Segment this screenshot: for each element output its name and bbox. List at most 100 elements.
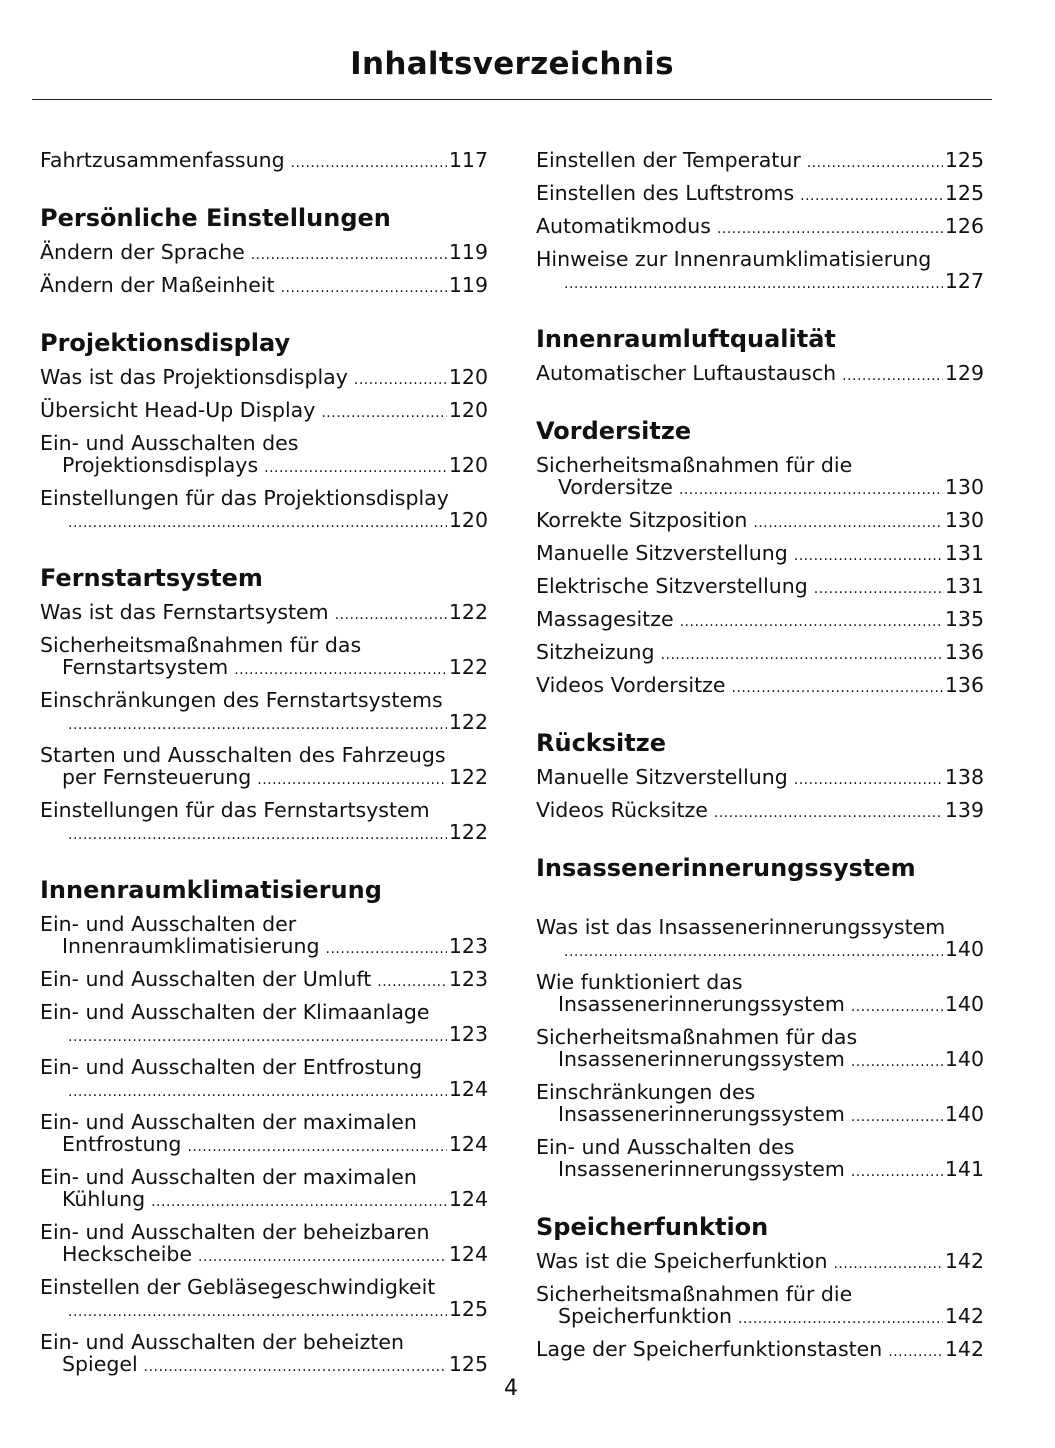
entry-page-number: 123 <box>448 934 488 958</box>
toc-entry[interactable]: Videos Vordersitze 136 <box>536 670 984 703</box>
dot-leader <box>564 273 943 295</box>
entry-title-line: Ein- und Ausschalten des <box>536 1135 795 1159</box>
entry-leader-line: Insassenerinnerungssystem 141 <box>536 1158 984 1183</box>
toc-entry[interactable]: Ein- und Ausschalten der Entfrostung 124 <box>40 1052 488 1107</box>
entry-leader-line: Ein- und Ausschalten der Umluft 123 <box>40 968 488 993</box>
dot-leader <box>68 1081 447 1103</box>
toc-entry[interactable]: Übersicht Head-Up Display 120 <box>40 395 488 428</box>
entry-leader-line: Was ist das Projektionsdisplay 120 <box>40 366 488 391</box>
dot-leader <box>661 644 943 666</box>
toc-entry[interactable]: Ändern der Sprache 119 <box>40 237 488 270</box>
toc-entry[interactable]: Ein- und Ausschalten der Klimaanlage 123 <box>40 997 488 1052</box>
toc-entry[interactable]: Was ist das Insassenerinnerungssystem140 <box>536 912 984 967</box>
page-number: 4 <box>504 1376 518 1401</box>
entry-page-number: 135 <box>944 607 984 631</box>
entry-leader-line: Sitzheizung 136 <box>536 641 984 666</box>
entry-title-line: Entfrostung <box>62 1132 182 1156</box>
dot-leader <box>807 152 943 174</box>
toc-entry[interactable]: Videos Rücksitze 139 <box>536 795 984 828</box>
entry-page-number: 141 <box>944 1157 984 1181</box>
toc-entry[interactable]: Ein- und Ausschalten des Insassenerinneru… <box>536 1132 984 1187</box>
toc-entry[interactable]: Ändern der Maßeinheit 119 <box>40 270 488 303</box>
dot-leader <box>234 659 447 681</box>
entry-leader-line: Entfrostung 124 <box>40 1133 488 1158</box>
toc-entry[interactable]: Sitzheizung 136 <box>536 637 984 670</box>
entry-page-number: 140 <box>944 937 984 961</box>
toc-entry[interactable]: Einstellen der Gebläsegeschwindigkeit 125 <box>40 1272 488 1327</box>
entry-page-number: 120 <box>448 365 488 389</box>
dot-leader <box>851 1161 943 1183</box>
entry-leader-line: 140 <box>536 938 984 963</box>
toc-entry[interactable]: Ein- und Ausschalten der Umluft 123 <box>40 964 488 997</box>
toc-entry[interactable]: Was ist das Fernstartsystem 122 <box>40 597 488 630</box>
entry-title-line: Einstellen des Luftstroms <box>536 181 795 205</box>
title-divider <box>32 99 992 100</box>
entry-title-line: Insassenerinnerungssystem <box>558 992 845 1016</box>
toc-entry[interactable]: Fahrtzusammenfassung 117 <box>40 145 488 178</box>
toc-entry[interactable]: Einstellen des Luftstroms 125 <box>536 178 984 211</box>
dot-leader <box>679 479 943 501</box>
entry-title-line: Spiegel <box>62 1352 138 1376</box>
toc-entry[interactable]: Sicherheitsmaßnahmen für das Insassenerin… <box>536 1022 984 1077</box>
toc-entry[interactable]: Einstellungen für das Fernstartsystem 122 <box>40 795 488 850</box>
toc-entry[interactable]: Ein- und Ausschalten der maximalen Entfro… <box>40 1107 488 1162</box>
section-heading: Projektionsdisplay <box>40 329 291 357</box>
entry-title-line: per Fernsteuerung <box>62 765 252 789</box>
toc-entry[interactable]: Elektrische Sitzverstellung 131 <box>536 571 984 604</box>
toc-entry[interactable]: Automatikmodus 126 <box>536 211 984 244</box>
toc-entry[interactable]: Manuelle Sitzverstellung 138 <box>536 762 984 795</box>
toc-entry[interactable]: Sicherheitsmaßnahmen für die Speicherfunk… <box>536 1279 984 1334</box>
toc-entry[interactable]: Ein- und Ausschalten der beheizten Spiege… <box>40 1327 488 1382</box>
entry-title-line: Manuelle Sitzverstellung <box>536 541 788 565</box>
entry-leader-line: Fernstartsystem 122 <box>40 656 488 681</box>
entry-title-line: Insassenerinnerungssystem <box>558 1047 845 1071</box>
entry-title-line: Ein- und Ausschalten der beheizten <box>40 1330 405 1354</box>
toc-column-left: Fahrtzusammenfassung 117 Persönliche Einst… <box>40 145 488 1382</box>
entry-page-number: 127 <box>944 269 984 293</box>
entry-page-number: 130 <box>944 475 984 499</box>
entry-leader-line: 124 <box>40 1078 488 1103</box>
entry-leader-line: Insassenerinnerungssystem 140 <box>536 1048 984 1073</box>
entry-leader-line: Projektionsdisplays 120 <box>40 454 488 479</box>
toc-entry[interactable]: Ein- und Ausschalten des Projektionsdispl… <box>40 428 488 483</box>
entry-leader-line: Videos Vordersitze 136 <box>536 674 984 699</box>
toc-entry[interactable]: Hinweise zur Innenraumklimatisierung 127 <box>536 244 984 299</box>
toc-entry[interactable]: Korrekte Sitzposition 130 <box>536 505 984 538</box>
toc-entry[interactable]: Lage der Speicherfunktionstasten 142 <box>536 1334 984 1367</box>
toc-entry[interactable]: Ein- und Ausschalten der beheizbaren Heck… <box>40 1217 488 1272</box>
entry-leader-line: 123 <box>40 1023 488 1048</box>
toc-entry[interactable]: Was ist die Speicherfunktion 142 <box>536 1246 984 1279</box>
toc-entry[interactable]: Einschränkungen des Fernstartsystems122 <box>40 685 488 740</box>
entry-title-line: Was ist die Speicherfunktion <box>536 1249 828 1273</box>
toc-entry[interactable]: Einstellen der Temperatur 125 <box>536 145 984 178</box>
entry-page-number: 122 <box>448 655 488 679</box>
entry-page-number: 126 <box>944 214 984 238</box>
entry-leader-line: Einstellen der Temperatur 125 <box>536 149 984 174</box>
dot-leader <box>68 1301 447 1323</box>
toc-entry[interactable]: Massagesitze 135 <box>536 604 984 637</box>
dot-leader <box>794 769 943 791</box>
toc-entry[interactable]: Wie funktioniert das Insassenerinnerungss… <box>536 967 984 1022</box>
entry-page-number: 122 <box>448 820 488 844</box>
entry-page-number: 130 <box>944 508 984 532</box>
entry-page-number: 117 <box>448 148 488 172</box>
toc-entry[interactable]: Starten und Ausschalten des Fahrzeugs per… <box>40 740 488 795</box>
dot-leader <box>281 277 447 299</box>
toc-entry[interactable]: Manuelle Sitzverstellung 131 <box>536 538 984 571</box>
entry-page-number: 120 <box>448 508 488 532</box>
toc-entry[interactable]: Ein- und Ausschalten der Innenraumklimati… <box>40 909 488 964</box>
toc-entry[interactable]: Sicherheitsmaßnahmen für das Fernstartsys… <box>40 630 488 685</box>
entry-page-number: 119 <box>448 240 488 264</box>
toc-entry[interactable]: Was ist das Projektionsdisplay 120 <box>40 362 488 395</box>
section-heading: Speicherfunktion <box>536 1213 769 1241</box>
toc-entry[interactable]: Einschränkungen des Insassenerinnerungssy… <box>536 1077 984 1132</box>
toc-entry[interactable]: Ein- und Ausschalten der maximalen Kühlun… <box>40 1162 488 1217</box>
entry-title-line: Wie funktioniert das <box>536 970 743 994</box>
entry-title-line: Innenraumklimatisierung <box>62 934 320 958</box>
entry-title-line: Speicherfunktion <box>558 1304 732 1328</box>
entry-leader-line: Kühlung 124 <box>40 1188 488 1213</box>
toc-entry[interactable]: Einstellungen für das Projektionsdisplay… <box>40 483 488 538</box>
toc-entry[interactable]: Automatischer Luftaustausch 129 <box>536 358 984 391</box>
dot-leader <box>842 365 943 387</box>
